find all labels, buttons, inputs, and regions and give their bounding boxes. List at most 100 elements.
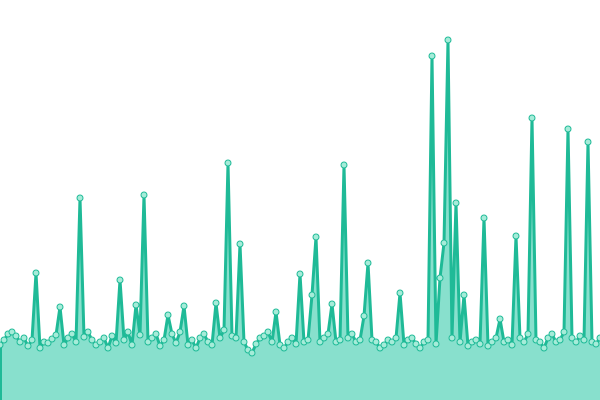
point: [236, 240, 244, 248]
point: [196, 334, 204, 342]
point: [200, 330, 208, 338]
point: [208, 341, 216, 349]
point: [360, 312, 368, 320]
point: [448, 334, 456, 342]
point: [584, 138, 592, 146]
point: [296, 270, 304, 278]
point: [480, 214, 488, 222]
point: [540, 344, 548, 352]
point: [280, 344, 288, 352]
area-fill: [0, 40, 600, 400]
point: [20, 334, 28, 342]
point: [392, 334, 400, 342]
point: [432, 340, 440, 348]
point: [592, 340, 600, 348]
point: [472, 336, 480, 344]
point: [444, 36, 452, 44]
point: [396, 289, 404, 297]
point: [512, 232, 520, 240]
point: [24, 342, 32, 350]
point: [572, 338, 580, 346]
point: [488, 338, 496, 346]
point: [400, 341, 408, 349]
point: [496, 315, 504, 323]
point: [252, 340, 260, 348]
point: [292, 340, 300, 348]
point: [492, 334, 500, 342]
point: [260, 332, 268, 340]
point: [440, 239, 448, 247]
point: [464, 342, 472, 350]
point: [8, 328, 16, 336]
point: [388, 338, 396, 346]
point: [116, 276, 124, 284]
point: [548, 330, 556, 338]
point: [112, 339, 120, 347]
point: [504, 336, 512, 344]
point: [564, 125, 572, 133]
point: [580, 336, 588, 344]
point: [456, 338, 464, 346]
point: [508, 341, 516, 349]
point: [304, 336, 312, 344]
point: [56, 303, 64, 311]
point: [544, 334, 552, 342]
point: [308, 291, 316, 299]
point: [264, 328, 272, 336]
point: [340, 161, 348, 169]
point: [0, 341, 4, 349]
point: [324, 330, 332, 338]
point: [12, 332, 20, 340]
point: [316, 338, 324, 346]
point: [288, 334, 296, 342]
point: [408, 334, 416, 342]
point: [188, 336, 196, 344]
point: [108, 332, 116, 340]
point: [536, 338, 544, 346]
point: [72, 338, 80, 346]
point: [80, 333, 88, 341]
point: [436, 274, 444, 282]
point: [556, 336, 564, 344]
point: [32, 269, 40, 277]
point: [148, 334, 156, 342]
point: [412, 340, 420, 348]
point: [372, 338, 380, 346]
point: [120, 336, 128, 344]
point: [184, 341, 192, 349]
point: [28, 336, 36, 344]
point: [284, 338, 292, 346]
point: [528, 114, 536, 122]
point: [124, 328, 132, 336]
point: [180, 302, 188, 310]
point: [328, 300, 336, 308]
point: [320, 334, 328, 342]
point: [160, 336, 168, 344]
point: [516, 334, 524, 342]
point: [100, 334, 108, 342]
point: [344, 334, 352, 342]
point: [416, 344, 424, 352]
point: [44, 339, 52, 347]
point: [232, 334, 240, 342]
point: [560, 328, 568, 336]
point: [224, 159, 232, 167]
point: [0, 336, 8, 344]
point: [84, 328, 92, 336]
point: [168, 330, 176, 338]
point: [144, 338, 152, 346]
point: [132, 301, 140, 309]
point: [596, 334, 600, 342]
point: [520, 338, 528, 346]
point: [220, 326, 228, 334]
point: [212, 299, 220, 307]
point: [524, 330, 532, 338]
point: [16, 338, 24, 346]
point: [348, 330, 356, 338]
point: [48, 335, 56, 343]
point: [36, 344, 44, 352]
point: [568, 334, 576, 342]
point: [156, 342, 164, 350]
point: [136, 331, 144, 339]
